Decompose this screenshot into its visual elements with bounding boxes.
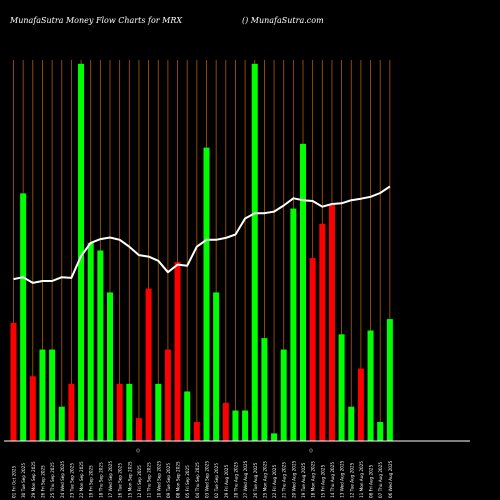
x-tick-labels: 01 Fri Oct 2025 30 Tue Sep 2025 29 Mon Sep… xyxy=(12,460,393,498)
x-tick-label: 19 Tue Aug 2025 xyxy=(301,462,306,498)
x-tick-label: 14 Thu Aug 2025 xyxy=(330,462,335,498)
x-tick-label: 09 Tue Sep 2025 xyxy=(166,463,171,498)
bar-up xyxy=(155,383,162,441)
axis-mark: () xyxy=(309,448,313,454)
bar-down xyxy=(193,421,200,441)
bar-up xyxy=(386,319,393,441)
x-tick-label: 17 Wed Sep 2025 xyxy=(108,461,113,498)
bar-up xyxy=(126,383,133,441)
x-tick-label: 12 Tue Aug 2025 xyxy=(349,462,354,498)
bars xyxy=(10,63,393,442)
money-flow-line-path xyxy=(13,185,391,284)
x-tick-label: 29 Fri Aug 2025 xyxy=(224,465,229,498)
x-tick-label: 12 Fri Sep 2025 xyxy=(137,465,142,498)
x-tick-label: 28 Thu Aug 2025 xyxy=(233,462,238,498)
x-tick-label: 05 Fri Sep 2025 xyxy=(185,465,190,498)
bar-up xyxy=(242,410,249,441)
x-tick-label: 22 Fri Aug 2025 xyxy=(272,465,277,498)
x-tick-label: 15 Mon Sep 2025 xyxy=(127,461,132,498)
x-tick-label: 25 Thu Sep 2025 xyxy=(50,462,55,498)
x-tick-label: 06 Wed Aug 2025 xyxy=(388,460,393,498)
x-tick-label: 21 Thu Aug 2025 xyxy=(282,462,287,498)
bar-up xyxy=(78,63,85,442)
bar-up xyxy=(232,410,239,441)
bar-down xyxy=(357,368,364,441)
x-tick-label: 16 Tue Sep 2025 xyxy=(118,463,123,498)
bar-up xyxy=(367,330,374,441)
x-tick-label: 11 Mon Aug 2025 xyxy=(359,461,364,498)
axis-mark: () xyxy=(136,448,140,454)
bar-up xyxy=(184,391,191,441)
x-tick-label: 18 Mon Aug 2025 xyxy=(311,461,316,498)
bar-up xyxy=(271,433,278,441)
axis-marks: () () xyxy=(136,448,313,454)
bar-up xyxy=(377,421,384,441)
bar-up xyxy=(87,242,94,441)
x-tick-label: 23 Tue Sep 2025 xyxy=(69,463,74,498)
bar-down xyxy=(309,258,316,441)
x-tick-label: 22 Mon Sep 2025 xyxy=(79,461,84,498)
bar-up xyxy=(107,292,113,441)
bar-down xyxy=(222,402,229,441)
bar-down xyxy=(319,223,326,441)
x-tick-label: 27 Wed Aug 2025 xyxy=(243,460,248,498)
bar-up xyxy=(251,63,258,442)
x-tick-label: 10 Wed Sep 2025 xyxy=(156,461,161,498)
x-tick-label: 30 Tue Sep 2025 xyxy=(21,463,26,498)
bar-up xyxy=(20,193,27,441)
x-tick-label: 15 Fri Aug 2025 xyxy=(320,465,325,498)
x-tick-label: 24 Wed Sep 2025 xyxy=(60,461,65,498)
bar-up xyxy=(280,349,287,441)
x-tick-label: 18 Thu Sep 2025 xyxy=(98,462,103,498)
x-tick-label: 13 Wed Aug 2025 xyxy=(340,460,345,498)
bar-up xyxy=(338,334,345,441)
bar-down xyxy=(145,288,152,441)
bar-up xyxy=(97,250,104,441)
x-tick-label: 11 Thu Sep 2025 xyxy=(147,462,152,498)
bar-down xyxy=(29,376,36,441)
bar-down xyxy=(328,204,335,441)
x-tick-label: 03 Wed Sep 2025 xyxy=(205,461,210,498)
x-tick-label: 08 Mon Sep 2025 xyxy=(176,461,181,498)
bar-up xyxy=(213,292,220,441)
bar-up xyxy=(261,338,268,441)
x-tick-label: 04 Thu Sep 2025 xyxy=(195,462,200,498)
bar-up xyxy=(49,349,56,441)
x-tick-label: 02 Tue Sep 2025 xyxy=(214,463,219,498)
bar-up xyxy=(58,406,65,441)
x-tick-label: 19 Fri Sep 2025 xyxy=(89,465,94,498)
x-tick-label: 25 Mon Aug 2025 xyxy=(262,461,267,498)
bar-down xyxy=(68,383,75,441)
x-tick-label: 20 Wed Aug 2025 xyxy=(291,460,296,498)
bar-down xyxy=(135,418,142,441)
x-tick-label: 08 Fri Aug 2025 xyxy=(369,465,374,498)
money-flow-line xyxy=(13,185,391,284)
bar-up xyxy=(203,147,210,441)
bar-up xyxy=(290,208,297,441)
chart-source: () MunafaSutra.com xyxy=(242,16,324,25)
bar-down xyxy=(164,349,171,441)
x-tick-label: 26 Fri Sep 2025 xyxy=(40,465,45,498)
bar-up xyxy=(300,143,306,441)
bar-up xyxy=(39,349,46,441)
chart-title: MunafaSutra Money Flow Charts for MRX xyxy=(10,16,183,25)
bar-down xyxy=(116,383,123,441)
x-tick-label: 01 Fri Oct 2025 xyxy=(12,465,17,498)
bar-up xyxy=(348,406,355,441)
bar-down xyxy=(174,261,181,441)
x-tick-label: 29 Mon Sep 2025 xyxy=(31,461,36,498)
bar-down xyxy=(10,322,17,441)
x-tick-label: 07 Thu Aug 2025 xyxy=(378,462,383,498)
x-tick-label: 26 Tue Aug 2025 xyxy=(253,462,258,498)
